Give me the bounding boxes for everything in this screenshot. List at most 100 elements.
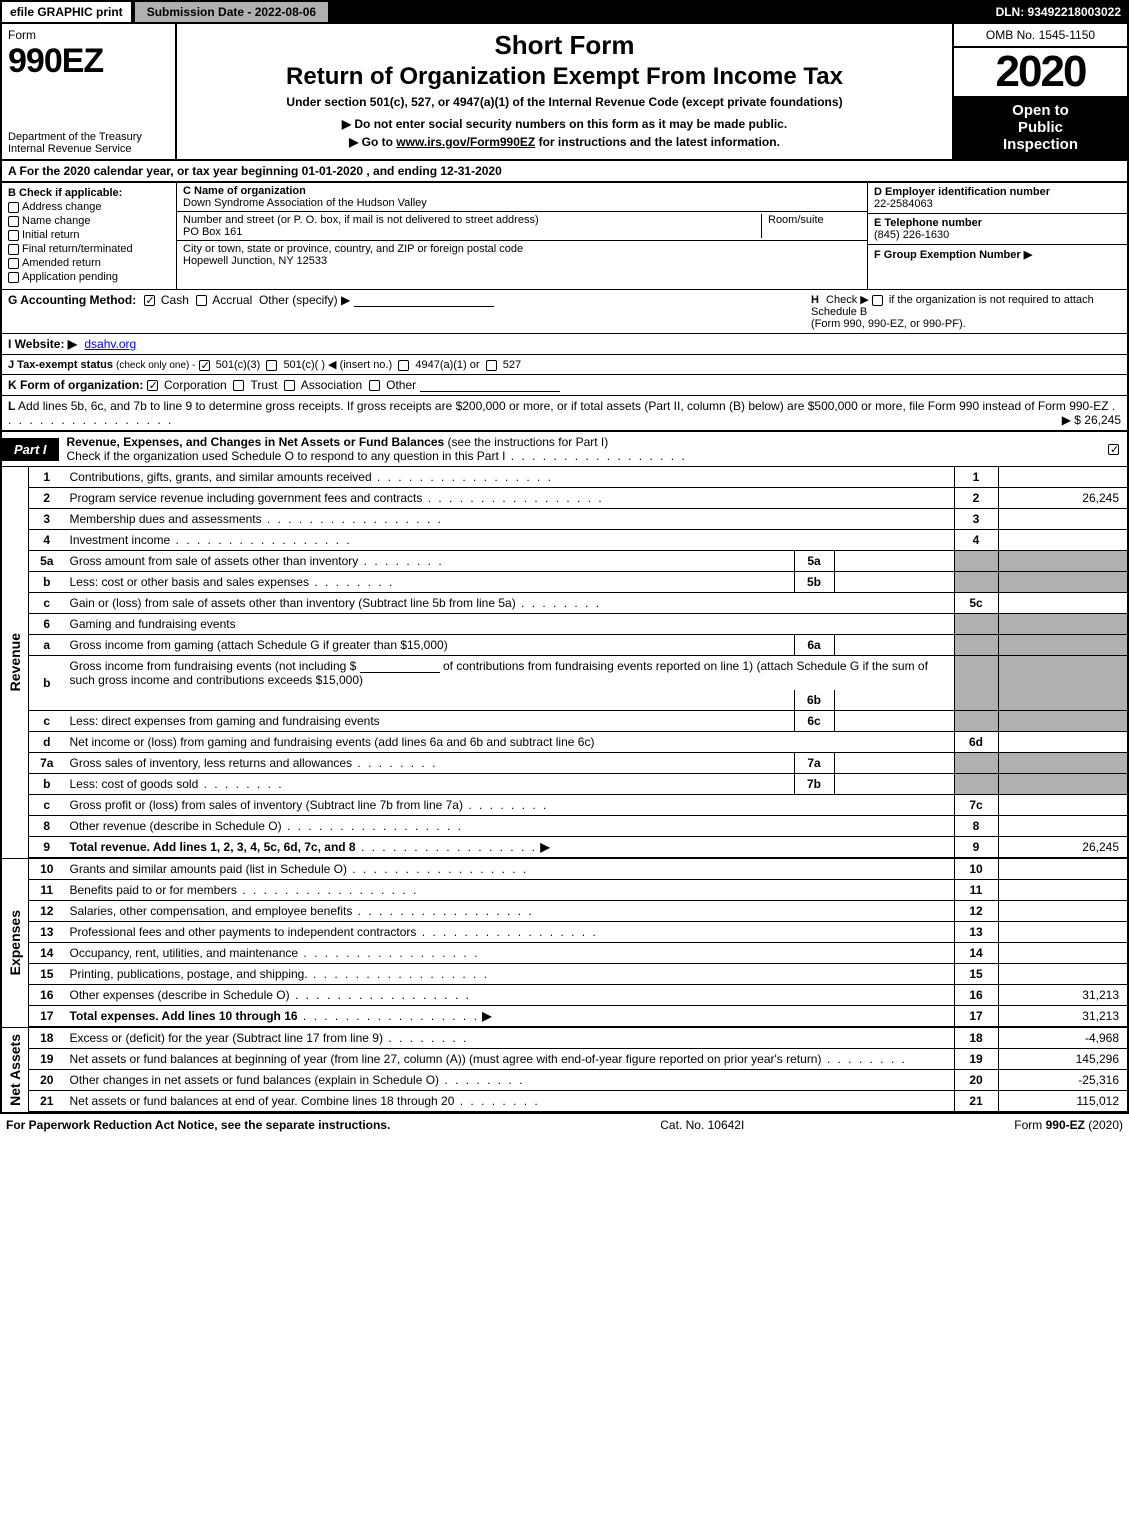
part1-title: Revenue, Expenses, and Changes in Net As…: [67, 435, 445, 449]
org-name: Down Syndrome Association of the Hudson …: [183, 197, 861, 209]
part1-lines-table: Revenue 1Contributions, gifts, grants, a…: [0, 467, 1129, 1113]
goto-post: for instructions and the latest informat…: [535, 135, 780, 149]
tel-label: E Telephone number: [874, 217, 1121, 229]
website-link[interactable]: dsahv.org: [84, 337, 136, 351]
submission-date-badge: Submission Date - 2022-08-06: [133, 0, 330, 24]
line-5b: bLess: cost or other basis and sales exp…: [1, 572, 1128, 593]
lbl-application-pending: Application pending: [22, 271, 118, 283]
chk-amended-return[interactable]: [8, 258, 19, 269]
ein-value: 22-2584063: [874, 198, 1121, 210]
line-17: 17Total expenses. Add lines 10 through 1…: [1, 1006, 1128, 1028]
chk-other-org[interactable]: [369, 380, 380, 391]
form-title: Return of Organization Exempt From Incom…: [187, 63, 942, 91]
l7b-desc: Less: cost of goods sold: [70, 777, 199, 791]
chk-schedule-b-not-required[interactable]: [872, 295, 883, 306]
lbl-trust: Trust: [251, 378, 278, 392]
form-word: Form: [8, 28, 169, 42]
short-form-title: Short Form: [187, 30, 942, 61]
lbl-501c3: 501(c)(3): [216, 359, 261, 371]
line-10: Expenses 10Grants and similar amounts pa…: [1, 858, 1128, 880]
entity-block: B Check if applicable: Address change Na…: [0, 183, 1129, 290]
chk-527[interactable]: [486, 360, 497, 371]
efile-print-button[interactable]: efile GRAPHIC print: [0, 0, 133, 24]
chk-application-pending[interactable]: [8, 272, 19, 283]
dept-treasury: Department of the Treasury: [8, 131, 169, 143]
line-11: 11Benefits paid to or for members 11: [1, 880, 1128, 901]
netassets-side-label: Net Assets: [7, 1034, 23, 1106]
other-org-input[interactable]: [420, 380, 560, 392]
l16-desc: Other expenses (describe in Schedule O): [70, 988, 290, 1002]
l7c-desc: Gross profit or (loss) from sales of inv…: [70, 798, 463, 812]
line-6c: cLess: direct expenses from gaming and f…: [1, 711, 1128, 732]
chk-corporation[interactable]: [147, 380, 158, 391]
revenue-side-label: Revenue: [7, 633, 23, 691]
tel-value: (845) 226-1630: [874, 229, 1121, 241]
chk-trust[interactable]: [233, 380, 244, 391]
row-i: I Website: ▶ dsahv.org: [0, 334, 1129, 355]
city-label: City or town, state or province, country…: [183, 243, 861, 255]
tax-year: 2020: [954, 48, 1127, 96]
l9-desc: Total revenue. Add lines 1, 2, 3, 4, 5c,…: [70, 840, 356, 854]
l1-desc: Contributions, gifts, grants, and simila…: [70, 470, 372, 484]
chk-name-change[interactable]: [8, 216, 19, 227]
part1-tab: Part I: [2, 438, 59, 461]
ein-label: D Employer identification number: [874, 186, 1121, 198]
l6-desc: Gaming and fundraising events: [70, 617, 236, 631]
lbl-name-change: Name change: [22, 215, 91, 227]
l4-desc: Investment income: [70, 533, 171, 547]
line-7b: bLess: cost of goods sold 7b: [1, 774, 1128, 795]
inspect-line3: Inspection: [958, 136, 1123, 153]
section-b: B Check if applicable: Address change Na…: [2, 183, 177, 289]
line-5a: 5aGross amount from sale of assets other…: [1, 551, 1128, 572]
l3-desc: Membership dues and assessments: [70, 512, 262, 526]
l-amount: ▶ $ 26,245: [1062, 413, 1121, 427]
line-15: 15Printing, publications, postage, and s…: [1, 964, 1128, 985]
l6d-desc: Net income or (loss) from gaming and fun…: [70, 735, 595, 749]
l21-value: 115,012: [998, 1091, 1128, 1113]
lbl-other-method: Other (specify) ▶: [259, 293, 350, 307]
irs-link[interactable]: www.irs.gov/Form990EZ: [396, 135, 535, 149]
goto-pre: ▶ Go to: [349, 135, 396, 149]
header-right: OMB No. 1545-1150 2020 Open to Public In…: [952, 24, 1127, 159]
l2-desc: Program service revenue including govern…: [70, 491, 423, 505]
l2-value: 26,245: [998, 488, 1128, 509]
chk-501c[interactable]: [266, 360, 277, 371]
chk-final-return[interactable]: [8, 244, 19, 255]
chk-cash[interactable]: [144, 295, 155, 306]
l20-desc: Other changes in net assets or fund bala…: [70, 1073, 440, 1087]
l18-desc: Excess or (deficit) for the year (Subtra…: [70, 1031, 383, 1045]
chk-initial-return[interactable]: [8, 230, 19, 241]
group-exemption-label: F Group Exemption Number ▶: [874, 248, 1121, 261]
c-name-label: C Name of organization: [183, 185, 306, 197]
row-j: J Tax-exempt status (check only one) - 5…: [0, 355, 1129, 375]
l5c-desc: Gain or (loss) from sale of assets other…: [70, 596, 516, 610]
open-to-public: Open to Public Inspection: [954, 96, 1127, 159]
chk-501c3[interactable]: [199, 360, 210, 371]
k-label: K Form of organization:: [8, 378, 143, 392]
line-4: 4Investment income 4: [1, 530, 1128, 551]
expenses-side-label: Expenses: [7, 910, 23, 975]
chk-schedule-o-used[interactable]: [1108, 444, 1119, 455]
page-footer: For Paperwork Reduction Act Notice, see …: [0, 1113, 1129, 1136]
lbl-initial-return: Initial return: [22, 229, 79, 241]
paperwork-notice: For Paperwork Reduction Act Notice, see …: [6, 1118, 390, 1132]
chk-4947a1[interactable]: [398, 360, 409, 371]
omb-number: OMB No. 1545-1150: [954, 24, 1127, 48]
l-text: Add lines 5b, 6c, and 7b to line 9 to de…: [18, 399, 1109, 413]
chk-address-change[interactable]: [8, 202, 19, 213]
line-13: 13Professional fees and other payments t…: [1, 922, 1128, 943]
chk-association[interactable]: [284, 380, 295, 391]
lbl-accrual: Accrual: [212, 293, 252, 307]
chk-accrual[interactable]: [196, 295, 207, 306]
line-7c: cGross profit or (loss) from sales of in…: [1, 795, 1128, 816]
l13-desc: Professional fees and other payments to …: [70, 925, 417, 939]
l14-desc: Occupancy, rent, utilities, and maintena…: [70, 946, 299, 960]
other-method-input[interactable]: [354, 295, 494, 307]
dept-irs: Internal Revenue Service: [8, 143, 169, 155]
line-7a: 7aGross sales of inventory, less returns…: [1, 753, 1128, 774]
l15-desc: Printing, publications, postage, and shi…: [70, 967, 308, 981]
l6b-blank[interactable]: [360, 661, 440, 673]
line-3: 3Membership dues and assessments 3: [1, 509, 1128, 530]
street-label: Number and street (or P. O. box, if mail…: [183, 214, 761, 226]
lbl-501c: 501(c)( ) ◀ (insert no.): [283, 359, 392, 371]
